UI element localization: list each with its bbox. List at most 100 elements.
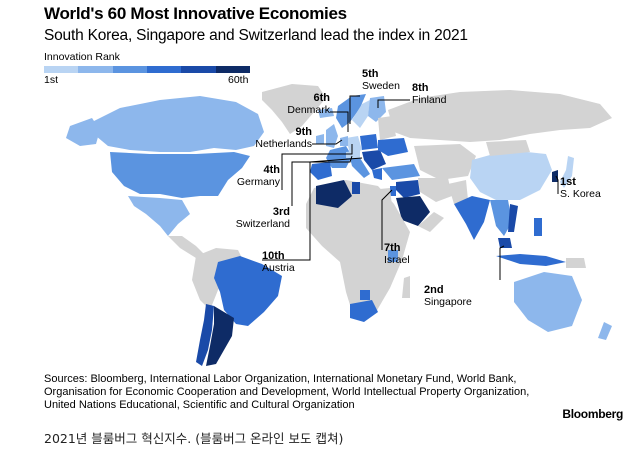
leader-korea <box>555 175 559 194</box>
chart-subtitle: South Korea, Singapore and Switzerland l… <box>44 27 468 44</box>
callout-netherlands: 9th Netherlands <box>218 126 312 150</box>
callout-sweden: 5th Sweden <box>362 68 400 92</box>
egypt <box>370 188 392 208</box>
legend-min-label: 1st <box>44 74 59 86</box>
pakistan-afghanistan <box>448 180 468 204</box>
callout-finland-rank: 8th <box>412 82 429 94</box>
callout-singapore-rank: 2nd <box>424 284 444 296</box>
scale-step-1 <box>44 66 79 73</box>
united-states <box>110 152 250 198</box>
scale-step-3 <box>112 66 147 73</box>
central-america <box>168 236 204 258</box>
japan <box>560 156 574 188</box>
legend-max-label: 60th <box>228 74 249 86</box>
mainland-southeast-asia <box>490 200 512 236</box>
callout-germany-country: Germany <box>236 176 280 188</box>
new-zealand <box>598 322 612 340</box>
madagascar <box>402 276 410 298</box>
leader-netherlands <box>312 139 343 145</box>
greenland <box>262 84 326 134</box>
scale-step-4 <box>146 66 182 73</box>
scale-step-2 <box>78 66 113 73</box>
sources-line: United Nations Educational, Scientific a… <box>44 399 355 411</box>
callout-korea-rank: 1st <box>560 176 576 188</box>
callout-switzerland: 3rd Switzerland <box>228 206 290 230</box>
greece <box>372 168 382 180</box>
yemen-oman <box>418 212 444 232</box>
argentina <box>206 306 234 366</box>
image-caption: 2021년 블룸버그 혁신지수. (블룸버그 온라인 보도 캡쳐) <box>44 431 344 446</box>
iraq-syria <box>396 180 420 198</box>
vietnam <box>508 204 518 232</box>
south-korea <box>552 170 558 182</box>
callout-israel-rank: 7th <box>384 242 401 254</box>
china <box>470 150 552 200</box>
bloomberg-logo: Bloomberg <box>562 407 623 421</box>
alps <box>346 150 360 158</box>
leader-germany <box>281 144 353 190</box>
callout-austria: 10th Austria <box>262 250 295 274</box>
callout-denmark-country: Denmark <box>287 104 330 116</box>
south-africa <box>350 300 378 322</box>
callout-israel-country: Israel <box>384 254 410 266</box>
rank-color-scale <box>44 66 250 73</box>
callout-sweden-country: Sweden <box>362 80 400 92</box>
united-kingdom <box>326 124 338 148</box>
scale-step-6 <box>215 66 250 73</box>
scale-step-5 <box>181 66 216 73</box>
chile <box>196 304 214 366</box>
botswana <box>360 290 370 300</box>
callout-netherlands-country: Netherlands <box>255 138 312 150</box>
iberia <box>310 162 332 180</box>
africa <box>306 180 410 318</box>
norway <box>336 94 366 128</box>
leader-israel <box>381 189 393 250</box>
balkans <box>362 150 386 170</box>
callout-germany-rank: 4th <box>263 164 281 176</box>
iran <box>418 178 452 202</box>
callout-finland: 8th Finland <box>412 82 446 106</box>
callout-denmark-rank: 6th <box>313 92 331 104</box>
central-asia <box>414 144 476 180</box>
morocco-algeria <box>316 180 352 208</box>
callout-korea-country: S. Korea <box>560 188 601 200</box>
sources-line: Sources: Bloomberg, International Labor … <box>44 373 517 385</box>
iceland <box>318 108 334 118</box>
callout-germany: 4th Germany <box>230 164 280 188</box>
finland <box>368 96 386 122</box>
australia <box>514 272 582 332</box>
italy <box>350 158 370 178</box>
callout-denmark: 6th Denmark <box>280 92 330 116</box>
callout-austria-rank: 10th <box>262 250 285 262</box>
malaysia <box>498 238 512 248</box>
poland-czech <box>360 134 378 150</box>
callout-switzerland-country: Switzerland <box>235 218 290 230</box>
germany <box>346 136 362 154</box>
callout-singapore-country: Singapore <box>424 296 472 308</box>
mongolia <box>486 140 530 156</box>
leader-denmark <box>330 111 349 132</box>
benelux <box>340 136 348 146</box>
ireland <box>316 134 324 144</box>
canada <box>92 96 264 152</box>
mexico <box>128 196 190 236</box>
sources-note: Sources: Bloomberg, International Labor … <box>44 373 529 412</box>
papua <box>566 258 586 268</box>
callout-singapore: 2nd Singapore <box>424 284 472 308</box>
legend-label: Innovation Rank <box>44 51 120 63</box>
russia <box>388 90 612 142</box>
turkey <box>382 164 420 180</box>
callout-austria-country: Austria <box>262 262 295 274</box>
world-map <box>66 84 612 366</box>
callout-finland-country: Finland <box>412 94 447 106</box>
callout-israel: 7th Israel <box>384 242 410 266</box>
israel <box>390 186 396 196</box>
leader-singapore <box>499 245 505 280</box>
brazil <box>214 256 282 326</box>
sources-line: Organisation for Economic Cooperation an… <box>44 386 530 398</box>
alaska <box>66 118 100 146</box>
indonesia <box>496 254 566 266</box>
callout-switzerland-rank: 3rd <box>272 206 290 218</box>
callout-leaders <box>262 95 559 280</box>
callout-netherlands-rank: 9th <box>295 126 313 138</box>
